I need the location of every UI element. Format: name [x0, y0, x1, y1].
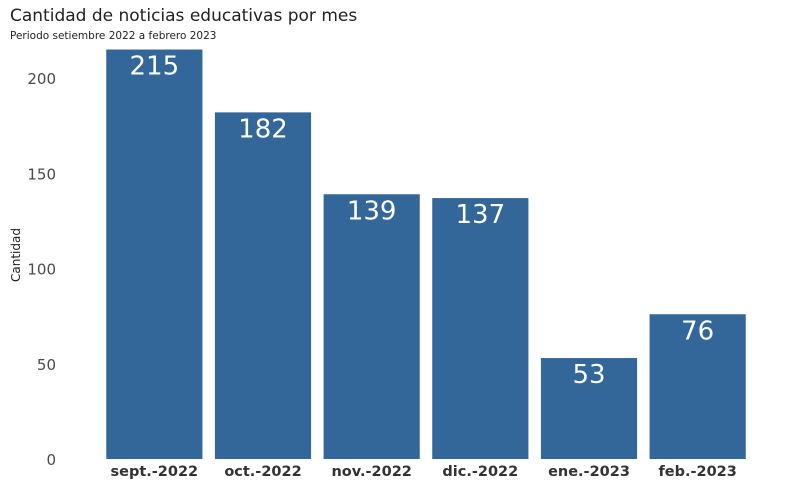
- bars-group: [106, 49, 746, 459]
- bar-sept.-2022: [106, 49, 203, 459]
- x-tick-label: feb.-2023: [658, 464, 736, 480]
- x-tick-label: oct.-2022: [224, 464, 301, 480]
- bar-value-label: 182: [238, 114, 288, 144]
- y-tick-label: 100: [27, 261, 56, 279]
- bar-ene.-2023: [540, 358, 638, 459]
- bar-labels-group: 215 182 139 137 53 76: [130, 52, 715, 391]
- y-axis-ticks: 0 50 100 150 200: [27, 70, 56, 469]
- y-tick-label: 50: [37, 356, 56, 374]
- y-tick-label: 150: [27, 165, 56, 183]
- bar-value-label: 53: [572, 360, 605, 390]
- x-axis-ticks: sept.-2022 oct.-2022 nov.-2022 dic.-2022 ene…: [110, 464, 736, 480]
- x-tick-label: dic.-2022: [442, 464, 518, 480]
- x-tick-label: nov.-2022: [331, 464, 411, 480]
- x-tick-label: sept.-2022: [110, 464, 198, 480]
- bar-value-label: 139: [347, 196, 397, 226]
- bar-nov.-2022: [323, 194, 420, 459]
- y-tick-label: 200: [27, 70, 56, 88]
- bar-oct.-2022: [214, 112, 312, 459]
- chart-subtitle: Periodo setiembre 2022 a febrero 2023: [10, 30, 217, 42]
- y-tick-label: 0: [46, 451, 56, 469]
- bar-feb.-2023: [649, 314, 746, 459]
- y-axis-title: Cantidad: [9, 228, 23, 282]
- bar-value-label: 76: [681, 316, 714, 346]
- bar-value-label: 137: [456, 200, 506, 230]
- bar-dic.-2022: [432, 198, 529, 459]
- x-tick-label: ene.-2023: [548, 464, 630, 480]
- bar-value-label: 215: [130, 52, 180, 82]
- chart-title: Cantidad de noticias educativas por mes: [10, 6, 358, 26]
